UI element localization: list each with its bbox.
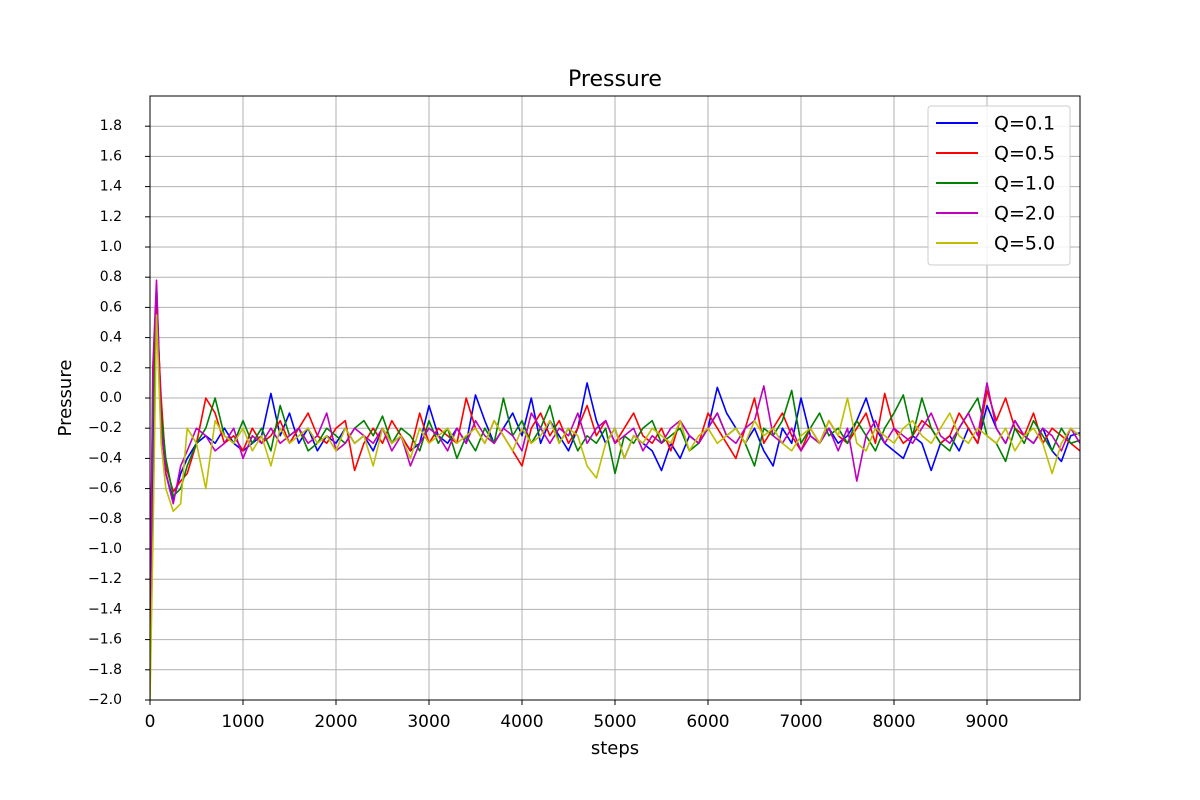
- y-tick-label: 0.0: [100, 390, 122, 406]
- y-tick-label: 1.2: [100, 209, 122, 225]
- x-tick-label: 9000: [965, 712, 1008, 732]
- y-tick-label: −0.8: [88, 511, 122, 527]
- x-tick-label: 7000: [779, 712, 822, 732]
- y-axis-label: Pressure: [55, 360, 76, 437]
- x-tick-label: 4000: [500, 712, 543, 732]
- y-tick-label: 0.6: [100, 299, 122, 315]
- legend-label: Q=0.5: [994, 143, 1055, 165]
- x-tick-label: 1000: [221, 712, 264, 732]
- chart-title: Pressure: [568, 67, 662, 92]
- y-tick-label: 0.8: [100, 269, 122, 285]
- y-tick-label: −0.2: [88, 420, 122, 436]
- y-tick-label: 1.6: [100, 148, 122, 164]
- x-tick-label: 5000: [593, 712, 636, 732]
- x-tick-label: 3000: [407, 712, 450, 732]
- plot-frame: [149, 95, 1081, 701]
- x-tick-label: 0: [145, 712, 156, 732]
- series-group: [150, 314, 1080, 580]
- data-line: [150, 314, 1080, 580]
- y-tick-label: −1.8: [88, 662, 122, 678]
- x-tick-label: 2000: [314, 712, 357, 732]
- x-axis-label: steps: [591, 738, 639, 759]
- y-tick-label: 1.4: [100, 179, 122, 195]
- y-tick-label: −1.4: [88, 601, 122, 617]
- y-tick-label: 1.8: [100, 118, 122, 134]
- y-tick-label: 1.0: [100, 239, 122, 255]
- series-group: [150, 314, 1080, 700]
- legend-label: Q=5.0: [994, 233, 1055, 255]
- data-line: [150, 314, 1080, 700]
- y-tick-label: −1.2: [88, 571, 122, 587]
- series-group: [150, 279, 1080, 640]
- y-tick-label: 0.4: [100, 330, 122, 346]
- series-group: [150, 306, 1080, 625]
- data-line: [150, 279, 1080, 640]
- y-tick-label: −1.6: [88, 632, 122, 648]
- y-tick-label: 0.2: [100, 360, 122, 376]
- legend-label: Q=2.0: [994, 203, 1055, 225]
- y-tick-label: −0.4: [88, 450, 122, 466]
- legend-label: Q=0.1: [994, 113, 1055, 135]
- data-line: [150, 306, 1080, 625]
- x-tick-label: 8000: [872, 712, 915, 732]
- y-tick-label: −2.0: [88, 692, 122, 708]
- y-tick-label: −1.0: [88, 541, 122, 557]
- y-tick-label: −0.6: [88, 481, 122, 497]
- legend-box: [927, 105, 1071, 266]
- x-tick-label: 6000: [686, 712, 729, 732]
- legend-label: Q=1.0: [994, 173, 1055, 195]
